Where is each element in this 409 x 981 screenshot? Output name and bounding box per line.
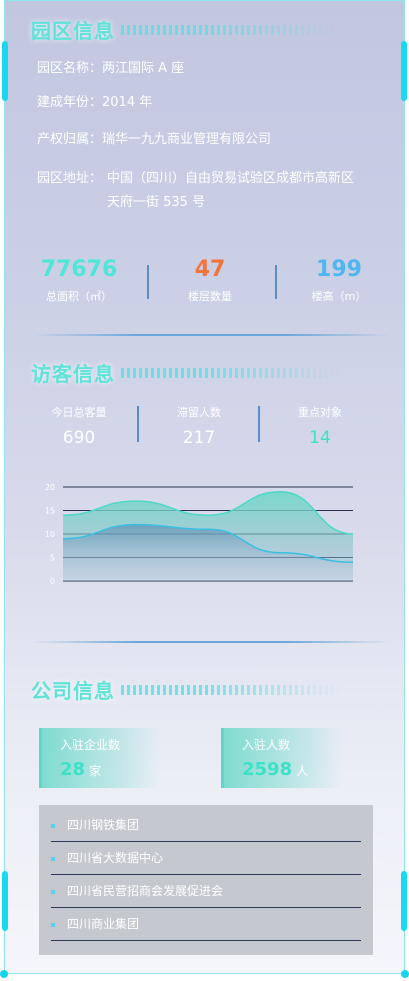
section-divider [33, 641, 390, 643]
corner-dot-right [401, 970, 409, 978]
visitor-divider [137, 406, 139, 442]
stat-value: 77676 [40, 257, 118, 282]
chart-y-tick: 20 [45, 483, 55, 492]
card-people-count: 入驻人数 2598 人 [221, 728, 341, 788]
card-value: 28 家 [60, 759, 102, 780]
stat-value: 199 [316, 257, 362, 282]
right-edge-accent [401, 41, 407, 101]
address-line-2: 天府一街 535 号 [107, 195, 206, 210]
address-line-1: 中国（四川）自由贸易试验区成都市高新区 [107, 171, 355, 186]
chart-line-0 [62, 490, 354, 535]
visitor-chart: 20 15 10 5 0 [45, 483, 354, 586]
park-info-title: 园区信息 [31, 15, 341, 44]
title-stripes [121, 367, 341, 378]
visitor-info-title: 访客信息 [31, 358, 341, 387]
list-item[interactable]: 四川钢铁集团 [51, 809, 361, 842]
visitor-stat-staying: 滞留人数 217 [139, 404, 259, 448]
visitor-stat-caption: 重点对象 [298, 406, 342, 419]
visitor-divider [258, 406, 260, 442]
corner-dot-left [0, 970, 8, 978]
bullet-icon [51, 889, 55, 894]
bullet-icon [51, 922, 55, 927]
bullet-icon [51, 823, 55, 828]
list-item[interactable]: 四川省大数据中心 [51, 842, 361, 875]
title-stripes [121, 24, 341, 35]
left-edge-accent [2, 41, 8, 101]
chart-line-1 [62, 523, 354, 563]
visitor-stat-value: 690 [62, 428, 96, 448]
stat-total-area: 77676 总面积（㎡） [19, 257, 139, 304]
stat-value: 47 [194, 257, 226, 282]
card-label: 入驻人数 [242, 738, 291, 752]
section-divider [33, 334, 390, 336]
visitor-stat-value: 14 [309, 428, 331, 448]
chart-y-tick: 0 [50, 577, 55, 586]
chart-y-tick: 10 [45, 530, 55, 539]
stat-floor-count: 47 楼层数量 [150, 257, 270, 304]
card-enterprise-count: 入驻企业数 28 家 [39, 728, 159, 788]
chart-area-1 [63, 524, 353, 581]
stat-caption: 楼高（m） [311, 290, 367, 303]
build-year-row: 建成年份：2014 年 [37, 95, 153, 110]
ownership-row: 产权归属：瑞华一九九商业管理有限公司 [37, 132, 272, 147]
company-list: 四川钢铁集团 四川省大数据中心 四川省民营招商会发展促进会 四川商业集团 [39, 805, 373, 955]
card-unit: 家 [89, 764, 102, 778]
visitor-stat-caption: 今日总客量 [51, 406, 107, 419]
visitor-stat-value: 217 [182, 428, 216, 448]
list-item[interactable]: 四川省民营招商会发展促进会 [51, 875, 361, 908]
stat-divider [147, 265, 149, 299]
visitor-stat-caption: 滞留人数 [177, 406, 221, 419]
stat-building-height: 199 楼高（m） [279, 257, 399, 304]
card-label: 入驻企业数 [60, 738, 121, 752]
stat-caption: 楼层数量 [188, 290, 232, 303]
right-bottom-accent [401, 871, 407, 931]
chart-y-tick: 15 [45, 507, 55, 516]
left-bottom-accent [2, 871, 8, 931]
park-name-row: 园区名称：两江国际 A 座 [37, 61, 185, 76]
stat-caption: 总面积（㎡） [46, 290, 112, 303]
visitor-stat-total: 今日总客量 690 [19, 404, 139, 448]
company-info-title: 公司信息 [31, 675, 341, 704]
chart-y-tick: 5 [50, 554, 55, 563]
bullet-icon [51, 856, 55, 861]
card-value: 2598 人 [242, 759, 309, 780]
title-stripes [121, 684, 341, 695]
card-unit: 人 [296, 764, 309, 778]
list-item[interactable]: 四川商业集团 [51, 908, 361, 941]
address-row: 园区地址： 中国（四川）自由贸易试验区成都市高新区 天府一街 535 号 [37, 167, 387, 219]
visitor-stat-key: 重点对象 14 [260, 404, 380, 448]
stat-divider [275, 265, 277, 299]
